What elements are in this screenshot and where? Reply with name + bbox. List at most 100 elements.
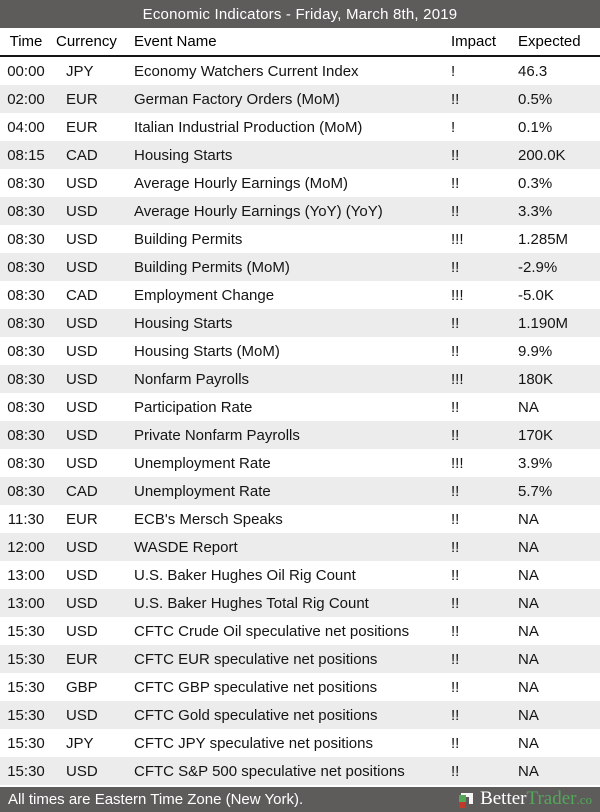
- expected-cell: 1.285M: [518, 230, 569, 248]
- event-cell: CFTC GBP speculative net positions: [134, 678, 378, 696]
- currency-cell: CAD: [66, 146, 98, 164]
- impact-cell: !!: [451, 594, 460, 612]
- time-cell: 08:30: [7, 174, 45, 192]
- impact-cell: !: [451, 62, 456, 80]
- expected-cell: 3.9%: [518, 454, 553, 472]
- expected-cell: 0.3%: [518, 174, 553, 192]
- table-row: 15:30 USD CFTC Crude Oil speculative net…: [0, 617, 600, 645]
- expected-cell: NA: [518, 734, 539, 752]
- expected-cell: 9.9%: [518, 342, 553, 360]
- time-cell: 15:30: [7, 650, 45, 668]
- table-row: 08:30 USD Private Nonfarm Payrolls !! 17…: [0, 421, 600, 449]
- expected-cell: 180K: [518, 370, 554, 388]
- event-cell: Employment Change: [134, 286, 275, 304]
- table-row: 11:30 EUR ECB's Mersch Speaks !! NA: [0, 505, 600, 533]
- events-table: 00:00 JPY Economy Watchers Current Index…: [0, 57, 600, 785]
- impact-cell: !!: [451, 314, 460, 332]
- impact-cell: !!: [451, 566, 460, 584]
- expected-cell: NA: [518, 594, 539, 612]
- page-title: Economic Indicators - Friday, March 8th,…: [142, 5, 458, 23]
- expected-cell: -5.0K: [518, 286, 554, 304]
- table-row: 15:30 EUR CFTC EUR speculative net posit…: [0, 645, 600, 673]
- event-cell: Building Permits (MoM): [134, 258, 290, 276]
- event-cell: CFTC S&P 500 speculative net positions: [134, 762, 405, 780]
- event-cell: Average Hourly Earnings (MoM): [134, 174, 348, 192]
- impact-cell: !!: [451, 146, 460, 164]
- event-cell: Housing Starts: [134, 314, 233, 332]
- expected-cell: 170K: [518, 426, 554, 444]
- table-row: 08:30 CAD Unemployment Rate !! 5.7%: [0, 477, 600, 505]
- title-bar: Economic Indicators - Friday, March 8th,…: [0, 0, 600, 28]
- currency-cell: USD: [66, 174, 98, 192]
- event-cell: CFTC Gold speculative net positions: [134, 706, 378, 724]
- time-cell: 11:30: [7, 510, 45, 528]
- table-row: 08:15 CAD Housing Starts !! 200.0K: [0, 141, 600, 169]
- table-row: 02:00 EUR German Factory Orders (MoM) !!…: [0, 85, 600, 113]
- table-row: 08:30 USD Housing Starts (MoM) !! 9.9%: [0, 337, 600, 365]
- expected-cell: NA: [518, 538, 539, 556]
- currency-cell: CAD: [66, 286, 98, 304]
- time-cell: 08:30: [7, 286, 45, 304]
- table-row: 15:30 USD CFTC Gold speculative net posi…: [0, 701, 600, 729]
- expected-cell: NA: [518, 706, 539, 724]
- currency-cell: USD: [66, 230, 98, 248]
- event-cell: CFTC Crude Oil speculative net positions: [134, 622, 410, 640]
- currency-cell: USD: [66, 370, 98, 388]
- table-row: 08:30 USD Participation Rate !! NA: [0, 393, 600, 421]
- time-cell: 13:00: [7, 566, 45, 584]
- table-row: 04:00 EUR Italian Industrial Production …: [0, 113, 600, 141]
- impact-cell: !!: [451, 678, 460, 696]
- expected-cell: 200.0K: [518, 146, 566, 164]
- event-cell: CFTC JPY speculative net positions: [134, 734, 373, 752]
- event-cell: Building Permits: [134, 230, 243, 248]
- expected-cell: 1.190M: [518, 314, 569, 332]
- time-cell: 12:00: [7, 538, 45, 556]
- impact-cell: !!: [451, 622, 460, 640]
- currency-cell: EUR: [66, 90, 98, 108]
- bettertrader-logo[interactable]: BetterTrader.co: [457, 789, 592, 809]
- table-row: 08:30 USD Building Permits (MoM) !! -2.9…: [0, 253, 600, 281]
- event-cell: WASDE Report: [134, 538, 238, 556]
- col-header-impact: Impact: [451, 33, 497, 50]
- currency-cell: USD: [66, 454, 98, 472]
- impact-cell: !!: [451, 342, 460, 360]
- col-header-time: Time: [9, 33, 43, 50]
- currency-cell: USD: [66, 594, 98, 612]
- event-cell: Unemployment Rate: [134, 454, 271, 472]
- currency-cell: USD: [66, 426, 98, 444]
- time-cell: 08:30: [7, 342, 45, 360]
- currency-cell: USD: [66, 342, 98, 360]
- impact-cell: !!: [451, 762, 460, 780]
- currency-cell: USD: [66, 202, 98, 220]
- impact-cell: !!: [451, 202, 460, 220]
- impact-cell: !!!: [451, 286, 464, 304]
- impact-cell: !!: [451, 258, 460, 276]
- event-cell: U.S. Baker Hughes Total Rig Count: [134, 594, 369, 612]
- time-cell: 08:30: [7, 314, 45, 332]
- time-cell: 04:00: [7, 118, 45, 136]
- time-cell: 15:30: [7, 706, 45, 724]
- event-cell: CFTC EUR speculative net positions: [134, 650, 378, 668]
- col-header-expected: Expected: [518, 33, 581, 50]
- impact-cell: !!: [451, 174, 460, 192]
- footer-bar: All times are Eastern Time Zone (New Yor…: [0, 787, 600, 812]
- impact-cell: !: [451, 118, 456, 136]
- time-cell: 08:30: [7, 230, 45, 248]
- table-row: 15:30 GBP CFTC GBP speculative net posit…: [0, 673, 600, 701]
- event-cell: ECB's Mersch Speaks: [134, 510, 283, 528]
- expected-cell: 3.3%: [518, 202, 553, 220]
- impact-cell: !!: [451, 482, 460, 500]
- currency-cell: USD: [66, 622, 98, 640]
- time-cell: 08:30: [7, 370, 45, 388]
- currency-cell: EUR: [66, 650, 98, 668]
- expected-cell: 46.3: [518, 62, 548, 80]
- impact-cell: !!: [451, 426, 460, 444]
- impact-cell: !!: [451, 650, 460, 668]
- col-header-currency: Currency: [56, 33, 117, 50]
- table-row: 00:00 JPY Economy Watchers Current Index…: [0, 57, 600, 85]
- timezone-note: All times are Eastern Time Zone (New Yor…: [8, 791, 304, 808]
- currency-cell: EUR: [66, 118, 98, 136]
- time-cell: 08:30: [7, 454, 45, 472]
- time-cell: 15:30: [7, 762, 45, 780]
- impact-cell: !!: [451, 706, 460, 724]
